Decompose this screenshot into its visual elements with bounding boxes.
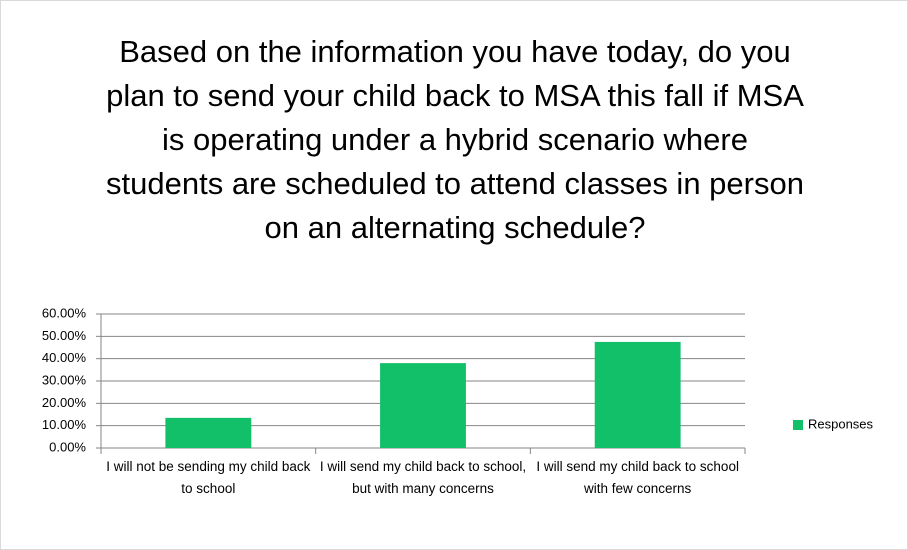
y-tick-label: 30.00%: [42, 372, 87, 387]
legend-swatch: [793, 420, 803, 430]
y-tick-label: 60.00%: [42, 305, 87, 320]
bar: [165, 417, 252, 448]
x-tick-label: I will send my child back to school, but…: [319, 459, 527, 496]
y-tick-label: 20.00%: [42, 395, 87, 410]
y-tick-label: 40.00%: [42, 350, 87, 365]
chart-title: Based on the information you have today,…: [106, 34, 804, 245]
x-tick-label: I will send my child back to school with…: [536, 459, 739, 496]
y-tick-label: 10.00%: [42, 417, 87, 432]
x-tick-label: I will not be sending my child back to s…: [106, 459, 311, 496]
bar: [594, 341, 681, 448]
bar: [380, 363, 466, 448]
y-tick-label: 0.00%: [49, 439, 86, 454]
legend-label: Responses: [808, 416, 874, 431]
y-tick-label: 50.00%: [42, 328, 87, 343]
